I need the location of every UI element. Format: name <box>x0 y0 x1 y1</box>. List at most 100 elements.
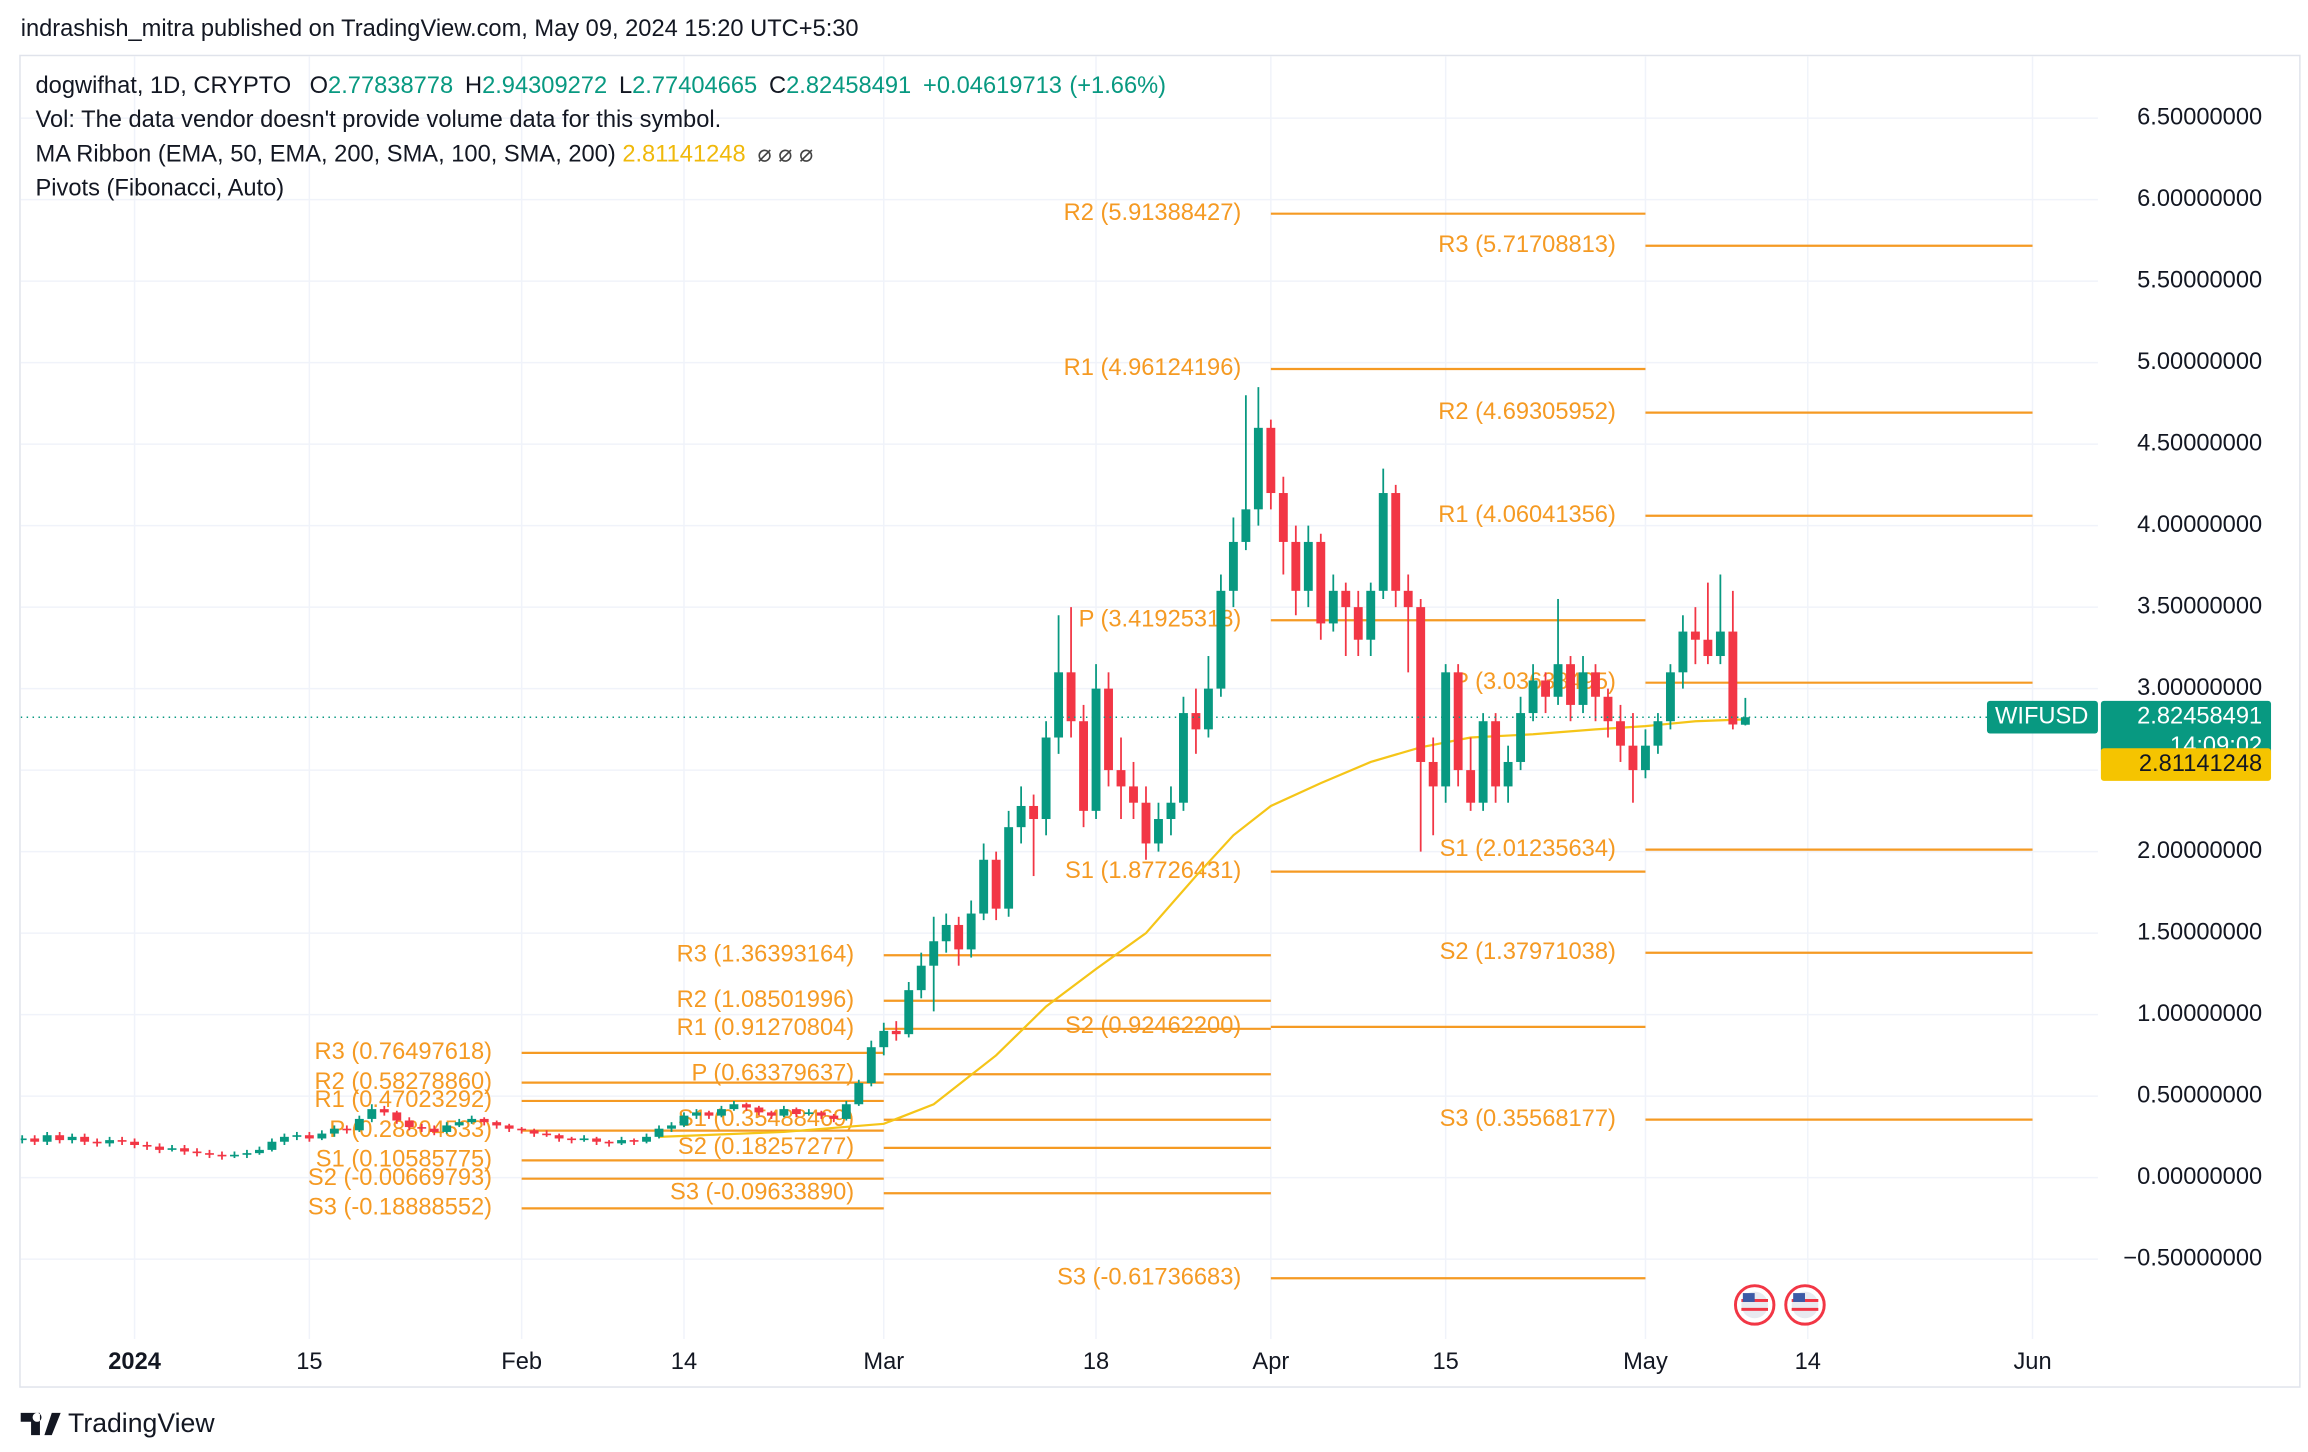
pivot-label: S1 (0.10585775) <box>316 1147 492 1173</box>
flag-canton <box>1793 1293 1805 1302</box>
candle-body <box>1491 721 1501 787</box>
volume-note: Vol: The data vendor doesn't provide vol… <box>35 108 722 134</box>
candle-body <box>155 1146 164 1150</box>
change: +0.04619713 <box>923 73 1062 100</box>
x-tick-label: Feb <box>501 1349 542 1375</box>
flag-canton <box>1742 1293 1755 1302</box>
flag-stripe <box>1791 1307 1819 1311</box>
candle-body <box>55 1135 65 1141</box>
ma-tag-label: 2.81141248 <box>2139 751 2262 777</box>
candle-body <box>1253 427 1263 510</box>
ohlc-value: 2.77404665 <box>632 73 758 100</box>
candle-body <box>1541 680 1550 697</box>
pivot-label: R2 (1.08501996) <box>677 987 855 1013</box>
candle-body <box>1591 672 1600 697</box>
pivot-label: S2 (0.92462200) <box>1065 1013 1241 1039</box>
candle-body <box>991 859 1001 909</box>
ma-extra: ⌀ ⌀ ⌀ <box>757 142 814 168</box>
candle-body <box>1441 672 1451 787</box>
publish-header: indrashish_mitra published on TradingVie… <box>21 16 859 42</box>
candle-body <box>1715 631 1725 657</box>
candle-body <box>692 1112 701 1116</box>
candle-body <box>1653 721 1663 746</box>
candle-body <box>741 1104 751 1108</box>
pivot-label: R1 (4.96124196) <box>1064 355 1242 381</box>
ma-value: 2.81141248 <box>622 142 746 168</box>
candle-body <box>167 1148 177 1150</box>
pivot-label: S2 (0.18257277) <box>678 1134 854 1160</box>
candle-body <box>592 1138 602 1142</box>
pivot-label: R2 (5.91388427) <box>1064 200 1242 226</box>
candle-body <box>492 1122 502 1126</box>
ma-tag <box>2100 748 2272 781</box>
candle-body <box>42 1135 52 1142</box>
y-tick-label: 6.50000000 <box>2137 104 2262 130</box>
x-tick-label: 14 <box>671 1349 697 1375</box>
y-tick-label: 5.00000000 <box>2137 349 2262 375</box>
ohlc-item: L2.77404665 <box>619 74 757 99</box>
legend-symbol-row: dogwifhat, 1D, CRYPTO O2.77838778 H2.9430… <box>36 70 1167 104</box>
candle-body <box>1054 672 1064 738</box>
candle-body <box>317 1133 327 1139</box>
candle-body <box>829 1115 839 1119</box>
x-tick-label: 2024 <box>108 1349 161 1375</box>
candle-body <box>479 1118 489 1123</box>
candle-body <box>1516 713 1526 762</box>
pivot-label: S3 (-0.61736683) <box>1057 1264 1241 1290</box>
x-tick-label: Jun <box>2013 1349 2051 1375</box>
ohlc-label: L <box>618 73 633 100</box>
y-tick-label: 3.50000000 <box>2137 593 2262 619</box>
pivot-label: R3 (1.36393164) <box>677 942 855 968</box>
candle-body <box>1266 427 1276 494</box>
candle-body <box>1104 688 1113 771</box>
candle-body <box>841 1104 851 1119</box>
candle-body <box>1166 802 1176 820</box>
candle-body <box>1391 493 1401 591</box>
candle-body <box>679 1115 689 1126</box>
y-tick-label: 1.50000000 <box>2137 919 2262 945</box>
candle-body <box>1341 590 1351 608</box>
pivots-name[interactable]: Pivots (Fibonacci, Auto) <box>35 176 285 202</box>
candle-body <box>1616 721 1625 746</box>
candle-body <box>1416 607 1426 762</box>
candle-body <box>130 1141 140 1145</box>
candle-body <box>80 1136 90 1142</box>
candle-body <box>966 913 976 950</box>
candle-body <box>242 1153 252 1155</box>
candle-body <box>1303 541 1313 591</box>
ma-name[interactable]: MA Ribbon (EMA, 50, EMA, 200, SMA, 100, … <box>35 142 616 168</box>
ohlc-item: C2.82458491 <box>769 74 911 99</box>
candle-body <box>304 1135 314 1139</box>
candle-body <box>717 1109 726 1116</box>
candle-body <box>542 1133 552 1136</box>
candle-body <box>1690 631 1700 640</box>
candle-body <box>67 1136 77 1141</box>
candle-body <box>1641 745 1650 771</box>
pivot-label: R1 (4.06041356) <box>1438 502 1616 528</box>
candle-body <box>1566 664 1575 705</box>
pivot-label: S1 (2.01235634) <box>1440 836 1616 862</box>
candle-body <box>979 859 989 914</box>
pivot-label: R1 (0.47023292) <box>315 1087 493 1113</box>
candle-body <box>1091 688 1101 811</box>
symbol-name[interactable]: dogwifhat, 1D, CRYPTO <box>35 73 292 100</box>
candle-body <box>779 1109 789 1116</box>
ma-line <box>658 718 1746 1138</box>
pivot-label: S3 (-0.18888552) <box>308 1195 492 1221</box>
axes: 6.50000000 6.00000000 5.50000000 5.00000000… <box>108 104 2272 1375</box>
pivot-label: S3 (0.35568177) <box>1440 1106 1616 1132</box>
candle-body <box>629 1140 639 1142</box>
candle-body <box>454 1122 464 1126</box>
pivot-label: R2 (0.58278860) <box>315 1069 493 1095</box>
candle-body <box>1740 717 1750 725</box>
candle-body <box>1503 761 1513 787</box>
candle-body <box>1029 805 1039 820</box>
y-tick-label: 0.00000000 <box>2137 1164 2262 1190</box>
candle-body <box>529 1130 539 1134</box>
candle-body <box>754 1107 764 1113</box>
candle-body <box>504 1125 514 1129</box>
candle-body <box>192 1151 202 1154</box>
candle-body <box>1403 590 1413 608</box>
candle-body <box>617 1140 626 1144</box>
